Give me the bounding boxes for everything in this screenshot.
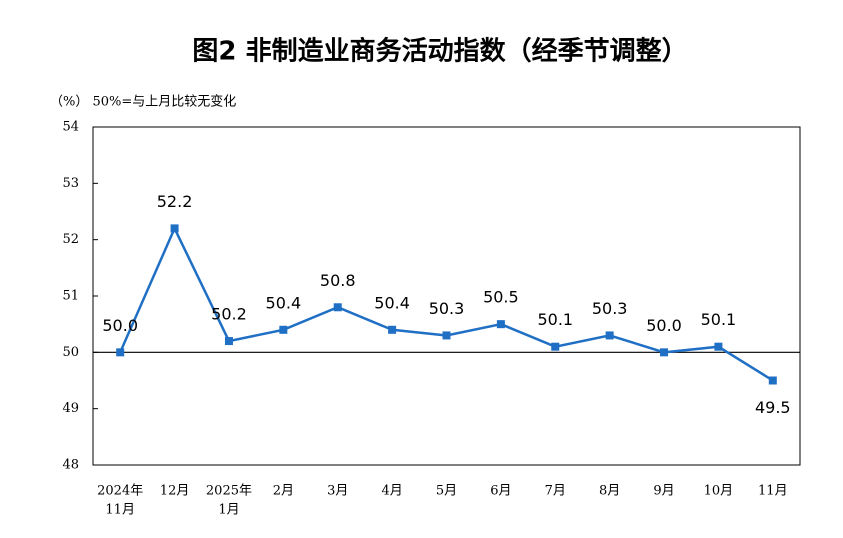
data-point [170, 224, 179, 233]
x-tick-label: 9月 [653, 484, 674, 499]
data-point [496, 320, 505, 329]
x-tick-label: 6月 [490, 484, 511, 499]
x-tick-label: 2月 [273, 484, 294, 499]
y-tick-label: 50 [62, 345, 79, 360]
data-label: 50.3 [429, 299, 465, 318]
x-tick-label: 7月 [545, 484, 566, 499]
data-label: 50.4 [266, 293, 302, 312]
data-label: 50.0 [102, 316, 138, 335]
x-tick-label: 5月 [436, 484, 457, 499]
x-tick-label: 3月 [327, 484, 348, 499]
data-label: 50.0 [646, 316, 682, 335]
data-label: 50.1 [537, 310, 573, 329]
y-tick-label: 53 [62, 176, 79, 191]
x-tick-label: 2024年 [97, 484, 143, 499]
data-label: 50.2 [211, 305, 247, 324]
data-point [768, 376, 777, 385]
chart-title: 图2 非制造业商务活动指数（经季节调整） [192, 36, 687, 67]
data-point [333, 303, 342, 312]
x-tick-label: 11月 [758, 484, 788, 499]
data-point [714, 342, 723, 351]
chart-subtitle: （%） 50%=与上月比较无变化 [50, 94, 236, 110]
y-tick-label: 49 [62, 401, 79, 416]
y-tick-label: 51 [62, 289, 79, 304]
data-point [224, 337, 233, 346]
x-tick-label: 8月 [599, 484, 620, 499]
data-point [551, 342, 560, 351]
y-tick-label: 48 [62, 458, 79, 473]
x-tick-label: 4月 [381, 484, 402, 499]
data-point [116, 348, 125, 357]
data-label: 52.2 [157, 192, 193, 211]
data-point [442, 331, 451, 340]
data-label: 50.1 [701, 310, 737, 329]
data-point [279, 325, 288, 334]
data-point [605, 331, 614, 340]
y-tick-label: 54 [62, 120, 79, 135]
x-tick-label: 1月 [218, 503, 239, 518]
x-tick-label: 12月 [160, 484, 190, 499]
data-label: 50.8 [320, 271, 356, 290]
data-label: 50.5 [483, 288, 519, 307]
x-tick-label: 10月 [704, 484, 734, 499]
data-label: 49.5 [755, 398, 791, 417]
x-tick-label: 2025年 [206, 484, 252, 499]
data-point [388, 325, 397, 334]
y-tick-label: 52 [62, 232, 79, 247]
data-label: 50.4 [374, 293, 410, 312]
x-tick-label: 11月 [105, 503, 135, 518]
data-point [660, 348, 669, 357]
plot-frame [92, 126, 801, 466]
data-label: 50.3 [592, 299, 628, 318]
